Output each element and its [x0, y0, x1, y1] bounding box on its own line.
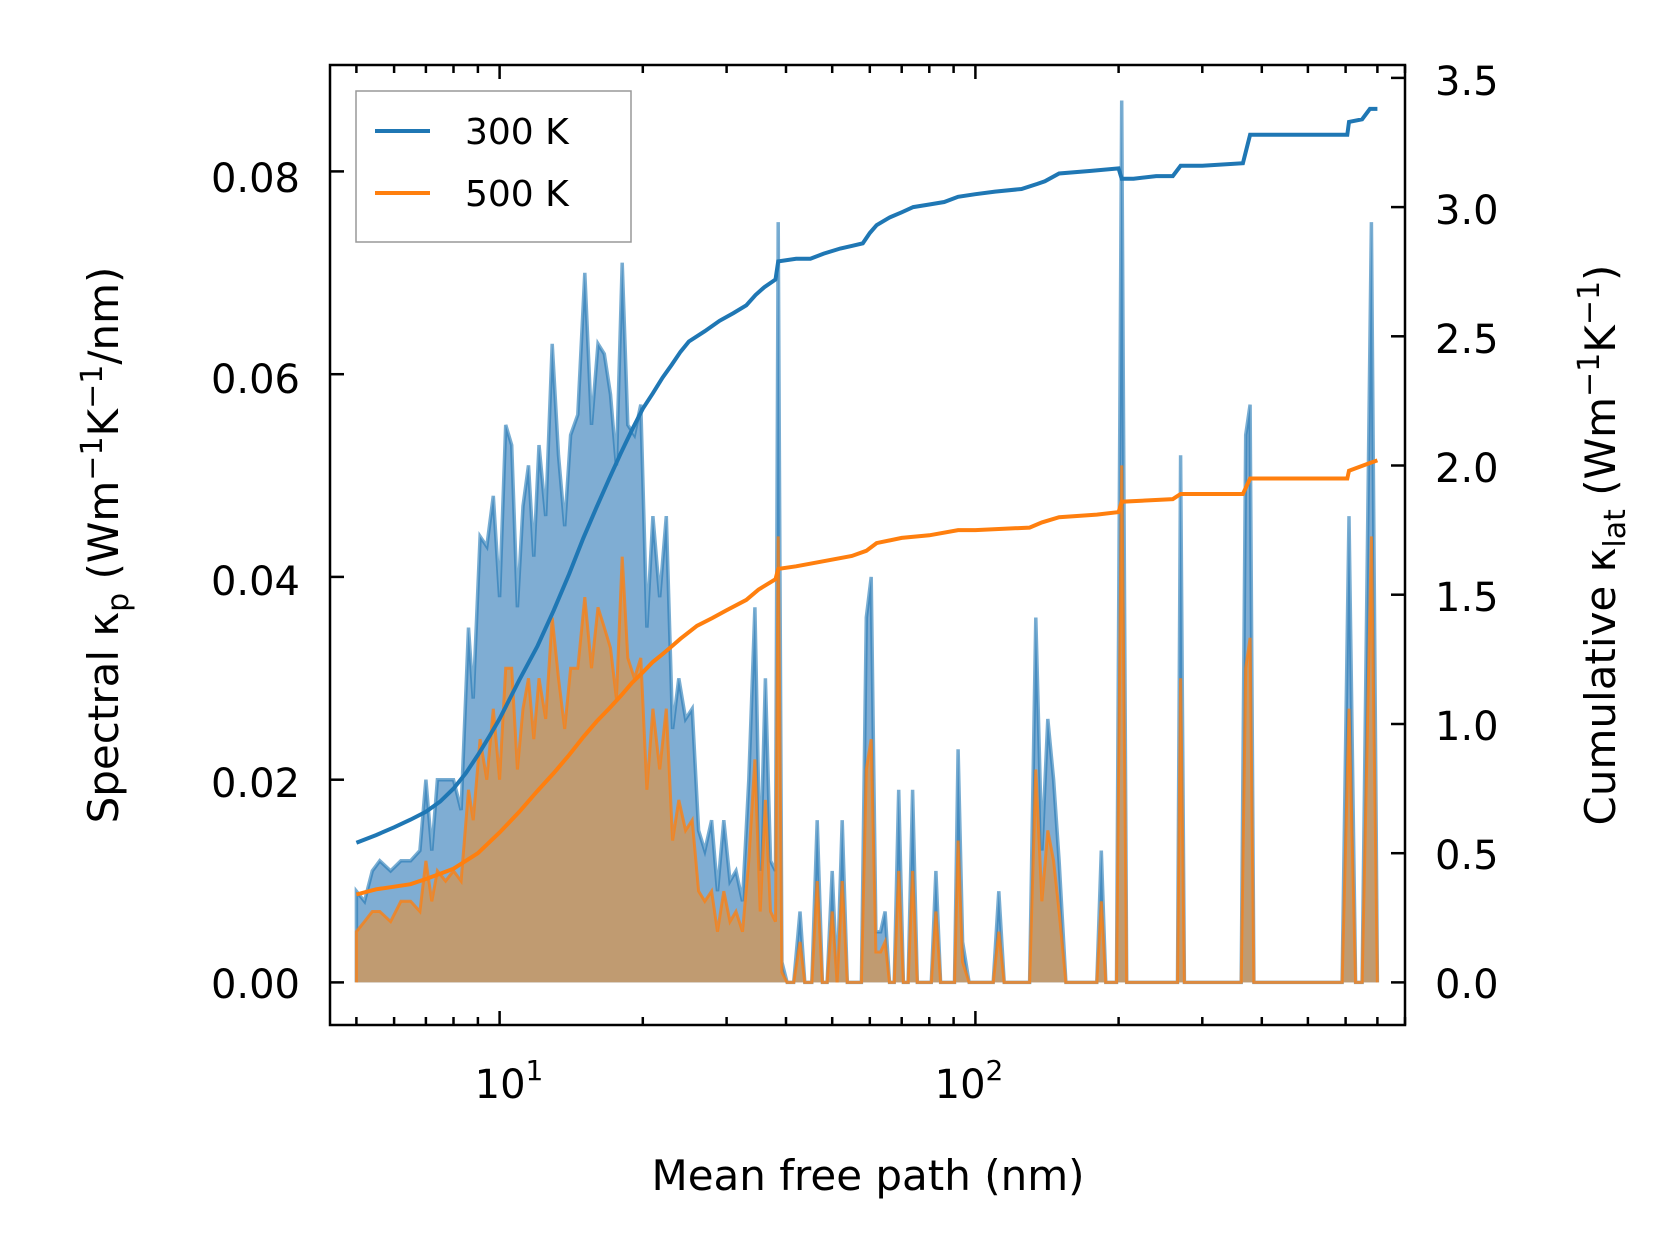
legend-label-500k: 500 K	[465, 174, 570, 215]
y-right-tick-label: 0.0	[1435, 962, 1499, 1008]
y-left-tick-label: 0.08	[211, 156, 300, 202]
cumulative-500k-line	[355, 458, 1379, 897]
legend: 300 K 500 K	[355, 90, 632, 243]
y-left-tick-label: 0.02	[211, 761, 300, 807]
y-left-tick-label: 0.04	[211, 559, 300, 605]
y-right-tick-label: 3.0	[1435, 188, 1499, 234]
x-tick-label-100: 102	[935, 1054, 1004, 1108]
y-right-tick-label: 0.5	[1435, 833, 1499, 879]
plot-frame	[328, 63, 1407, 1027]
y-right-tick-label: 1.5	[1435, 575, 1499, 621]
y-right-tick-label: 1.0	[1435, 704, 1499, 750]
y-right-tick-label: 2.0	[1435, 446, 1499, 492]
y-left-tick-label: 0.06	[211, 357, 300, 403]
y-right-tick-label: 2.5	[1435, 317, 1499, 363]
y-left-tick-label: 0.00	[211, 962, 300, 1008]
y-right-tick-label: 3.5	[1435, 59, 1499, 105]
legend-label-300k: 300 K	[465, 112, 570, 153]
x-tick-label-10: 101	[475, 1054, 544, 1108]
cumulative-300k-line	[355, 106, 1378, 845]
x-axis-label: Mean free path (nm)	[651, 1151, 1084, 1200]
axis-ticks	[330, 65, 1407, 1025]
y-right-axis-label: Cumulative κlat (Wm−1K−1)	[1572, 265, 1633, 826]
y-left-axis-label: Spectral κp (Wm−1K−1/nm)	[75, 267, 136, 824]
legend-frame	[355, 90, 632, 243]
spectral-500k-line	[354, 465, 1379, 984]
